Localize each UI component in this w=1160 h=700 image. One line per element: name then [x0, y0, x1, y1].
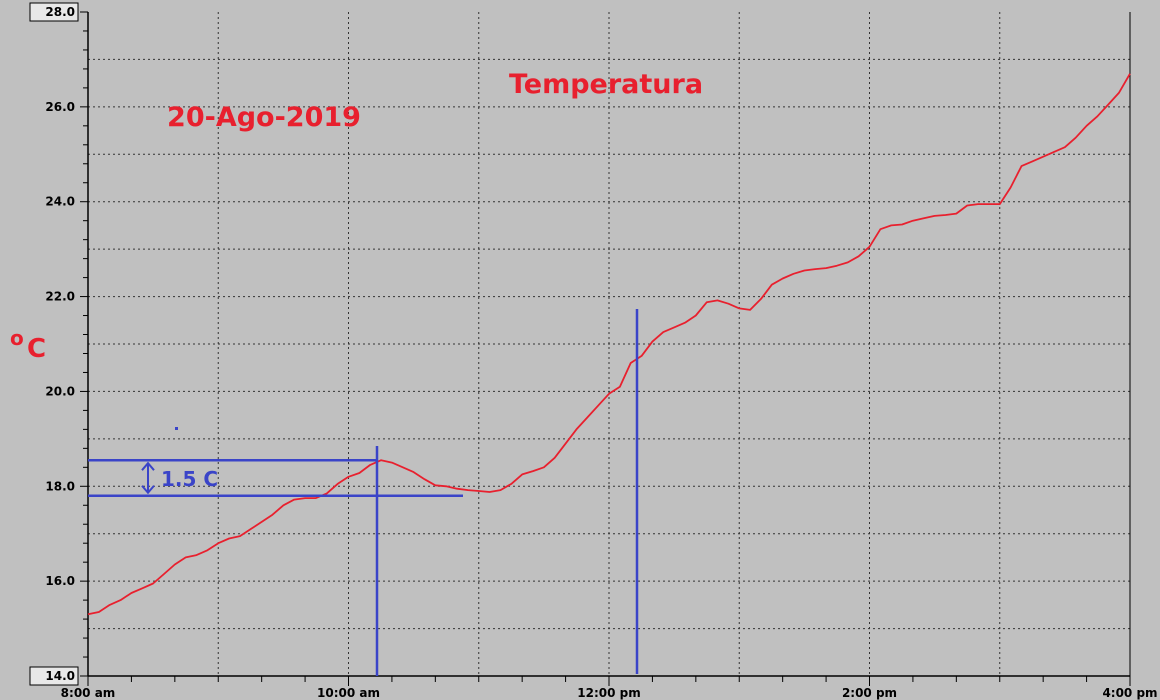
y-tick-label: 24.0	[45, 195, 75, 209]
delta-arrow-up-head	[141, 461, 155, 471]
temperature-line	[87, 73, 1131, 616]
grid	[88, 12, 1130, 676]
axes	[80, 11, 1131, 686]
y-tick-label: 16.0	[45, 574, 75, 588]
y-tick-label-box	[29, 2, 79, 22]
x-tick-label: 12:00 pm	[577, 686, 640, 700]
date-label: 20-Ago-2019	[167, 102, 361, 133]
stray-dot	[175, 427, 178, 430]
delta-annotation-label: 1.5 C	[161, 467, 218, 491]
delta-arrow-down-head	[141, 485, 155, 495]
x-tick-label: 8:00 am	[61, 686, 116, 700]
y-tick-label: 28.0	[45, 5, 75, 19]
x-tick-label: 4:00 pm	[1102, 686, 1157, 700]
y-tick-label: 20.0	[45, 384, 75, 398]
y-tick-label: 26.0	[45, 100, 75, 114]
x-tick-labels: 8:00 am 10:00 am 12:00 pm 2:00 pm 4:00 pm	[61, 686, 1158, 700]
y-axis-unit-superscript: o	[10, 326, 24, 350]
chart-title: Temperatura	[509, 69, 703, 100]
y-tick-label: 18.0	[45, 479, 75, 493]
x-tick-label: 10:00 am	[317, 686, 380, 700]
y-tick-label: 22.0	[45, 290, 75, 304]
y-tick-labels: 14.0 16.0 18.0 20.0 22.0 24.0 26.0 28.0	[29, 2, 79, 686]
series-layer	[87, 73, 1131, 616]
x-tick-label: 2:00 pm	[842, 686, 897, 700]
y-axis-unit: C	[27, 334, 46, 364]
y-tick-label: 14.0	[45, 669, 75, 683]
y-tick-label-box	[29, 666, 79, 686]
annotation-layer	[88, 309, 639, 676]
